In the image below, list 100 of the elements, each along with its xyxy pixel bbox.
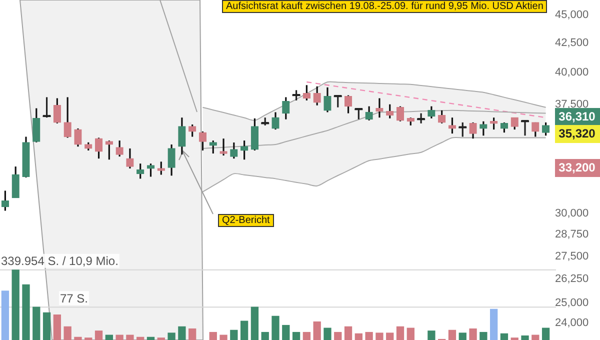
y-tick-label: 45,000 xyxy=(555,9,589,22)
candlestick xyxy=(230,142,238,160)
y-tick-label: 37,500 xyxy=(555,98,589,110)
bar xyxy=(53,314,62,340)
candlestick xyxy=(32,107,40,144)
bar xyxy=(354,333,362,340)
y-tick-label: 28,750 xyxy=(555,228,589,241)
bar xyxy=(126,334,134,340)
bar xyxy=(490,308,498,340)
bar xyxy=(64,326,72,340)
candlestick xyxy=(480,120,488,136)
candlestick xyxy=(126,148,134,170)
candlestick xyxy=(324,86,332,114)
bar xyxy=(324,328,332,340)
bar xyxy=(365,332,373,340)
bar xyxy=(1,290,10,340)
text: 33,200 xyxy=(558,160,596,174)
bar xyxy=(146,336,155,340)
bar xyxy=(458,332,466,340)
candlestick xyxy=(64,96,72,139)
candlestick xyxy=(53,97,62,124)
y-tick-label: 24,000 xyxy=(555,317,589,330)
candlestick xyxy=(438,110,446,124)
bar xyxy=(12,270,20,340)
bar xyxy=(105,334,113,340)
text: 36,310 xyxy=(558,109,596,124)
candlestick xyxy=(12,166,20,199)
bar xyxy=(313,321,321,340)
bar xyxy=(386,332,394,340)
bar xyxy=(521,335,529,340)
bar xyxy=(42,312,51,340)
candlestick xyxy=(250,118,259,152)
y-tick-label: 27,500 xyxy=(555,250,589,262)
candlestick xyxy=(510,116,518,130)
candlestick xyxy=(188,124,196,138)
candlestick xyxy=(240,140,248,160)
bar xyxy=(261,332,269,340)
bar xyxy=(188,328,196,340)
candlestick xyxy=(448,116,456,134)
candlestick xyxy=(386,104,394,120)
candlestick xyxy=(116,140,124,158)
candlestick xyxy=(469,122,477,140)
candlestick xyxy=(500,122,508,134)
candlestick xyxy=(272,111,280,130)
bar xyxy=(469,328,477,340)
candlestick xyxy=(396,105,404,122)
candlestick xyxy=(428,105,436,120)
bar xyxy=(74,336,82,340)
bar xyxy=(448,330,456,340)
bar xyxy=(272,316,280,340)
bar xyxy=(344,326,352,340)
bar xyxy=(480,332,488,340)
bar xyxy=(116,334,124,340)
candlestick xyxy=(532,122,540,138)
candlestick xyxy=(209,140,217,154)
y-tick-label: 25,000 xyxy=(555,297,589,310)
candlestick xyxy=(74,128,82,148)
bar xyxy=(396,326,404,340)
bar xyxy=(250,306,259,340)
candlestick xyxy=(313,86,321,106)
text: Aufsichtsrat kauft zwischen 19.08.-25.09. für rund 9,95 Mio. USD Aktien xyxy=(222,0,548,13)
bar xyxy=(136,336,144,340)
candlestick xyxy=(157,160,165,176)
bar xyxy=(334,332,342,340)
line-series xyxy=(202,81,546,121)
y-tick-label: 30,000 xyxy=(555,208,589,220)
bar xyxy=(532,334,540,340)
bar xyxy=(376,332,384,340)
candlestick xyxy=(1,190,10,212)
bar xyxy=(220,334,228,340)
candlestick xyxy=(94,136,103,160)
bar xyxy=(230,330,238,340)
ref-line-label: 77 S. xyxy=(60,291,88,306)
candlestick xyxy=(220,138,228,156)
bar xyxy=(209,332,217,340)
candlestick xyxy=(198,130,207,152)
bar xyxy=(542,328,550,340)
bar xyxy=(302,332,311,340)
bar xyxy=(406,328,414,340)
y-tick-label: 42,500 xyxy=(555,37,589,50)
bar xyxy=(500,333,508,340)
candlestick xyxy=(178,116,186,156)
annotation: Q2-Bericht xyxy=(218,214,274,227)
bar xyxy=(168,332,176,340)
candlestick xyxy=(168,144,176,176)
bar xyxy=(178,326,186,340)
bar xyxy=(428,330,436,340)
text: 35,320 xyxy=(558,126,596,140)
candlestick xyxy=(302,84,311,102)
y-tick-label: 40,000 xyxy=(555,66,589,79)
candlestick xyxy=(136,162,144,180)
candlestick xyxy=(542,122,550,136)
ref-line-label: 339.954 S. / 10,9 Mio. xyxy=(1,254,118,268)
candlestick xyxy=(365,105,373,122)
bar xyxy=(94,330,103,340)
candlestick xyxy=(146,162,155,178)
line-series xyxy=(202,136,546,192)
bar xyxy=(282,324,290,340)
bar xyxy=(240,320,248,340)
candlestick xyxy=(376,97,384,118)
